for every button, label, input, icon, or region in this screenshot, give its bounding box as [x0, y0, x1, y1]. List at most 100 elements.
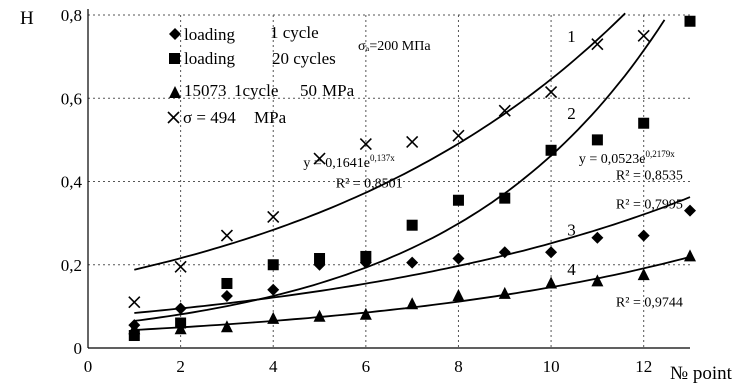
legend-item-3-label: 15073: [184, 81, 227, 100]
equation-exponent: 0,2179x: [645, 149, 675, 159]
data-point-square: [591, 134, 603, 146]
data-point-triangle: [545, 276, 558, 289]
legend-item-4-label: σ = 494: [183, 108, 236, 127]
data-point-square: [314, 253, 326, 265]
data-point-square: [128, 330, 140, 342]
equation-base: y = 0,0523e: [579, 152, 646, 167]
data-point-diamond: [637, 229, 650, 242]
curve-label: 2: [567, 104, 576, 123]
data-points: [128, 15, 696, 342]
x-tick-label: 4: [269, 357, 278, 376]
axes: 00,20,40,60,80 2 4 6 8 10 12: [61, 6, 690, 376]
annotation-r2: R² = 0,8535: [616, 168, 683, 183]
data-point-cross: [359, 137, 372, 151]
annotations: 1 2 3 4 y = 0,1641e0,137x R² = 0,8501 y = 0,05…: [303, 27, 683, 310]
data-point-diamond: [591, 231, 604, 244]
x-tick-label: 2: [176, 357, 185, 376]
legend-extra-label: σₐ=200 МПа: [358, 39, 431, 54]
legend-marker-square: [169, 53, 180, 64]
data-point-cross: [591, 38, 604, 51]
annotation-eq1: y = 0,1641e0,137x: [303, 153, 395, 171]
data-point-diamond: [684, 204, 696, 217]
annotation-r3: R² = 0,7995: [616, 198, 683, 213]
data-point-cross: [174, 260, 187, 273]
y-tick-label: 0,8: [61, 6, 82, 25]
legend-item-3-stress: 50: [300, 81, 317, 100]
data-point-square: [452, 194, 464, 206]
x-axis-label: № point: [670, 363, 733, 384]
trendline-2: [134, 19, 666, 322]
data-point-cross: [452, 129, 465, 142]
legend-marker-triangle: [169, 86, 181, 98]
data-point-cross: [267, 210, 280, 223]
data-point-square: [267, 259, 279, 271]
data-point-diamond: [174, 302, 187, 315]
legend-item-2-cycles: 20 cycles: [272, 49, 336, 68]
curve-label: 3: [567, 221, 576, 240]
data-point-triangle: [220, 320, 233, 333]
data-point-triangle: [128, 322, 141, 335]
y-tick-label: 0,4: [61, 173, 83, 192]
x-tick-label: 6: [362, 357, 371, 376]
legend-item-2-label: loading: [184, 49, 235, 68]
data-point-cross: [545, 85, 558, 99]
y-axis-label: H: [20, 8, 34, 29]
data-point-square: [638, 117, 650, 129]
y-tick-label: 0,2: [61, 256, 82, 275]
annotation-r1: R² = 0,8501: [336, 177, 403, 192]
data-point-cross: [406, 135, 419, 149]
data-point-diamond: [498, 246, 511, 259]
curve-label: 1: [567, 27, 576, 46]
legend: loading 1 cycle σₐ=200 МПа loading 20 cy…: [167, 23, 431, 127]
data-point-diamond: [545, 246, 558, 259]
data-point-cross: [498, 104, 511, 117]
curve-label: 4: [567, 260, 576, 279]
data-point-triangle: [359, 307, 372, 320]
data-point-diamond: [220, 289, 233, 302]
data-point-diamond: [267, 283, 280, 296]
y-tick-label: 0,6: [61, 89, 82, 108]
trendline-1: [134, 12, 626, 271]
trendline-3: [134, 196, 691, 314]
data-point-diamond: [406, 256, 419, 269]
data-point-triangle: [498, 286, 511, 299]
legend-marker-cross: [167, 111, 180, 124]
legend-marker-diamond: [169, 28, 181, 40]
equation-exponent: 0,137x: [370, 153, 395, 163]
data-point-triangle: [591, 274, 604, 287]
data-point-diamond: [313, 258, 326, 271]
x-tick-label: 12: [635, 357, 652, 376]
data-point-cross: [220, 229, 233, 242]
legend-item-3-cycle: 1cycle: [234, 81, 278, 100]
x-tick-label: 10: [543, 357, 560, 376]
legend-item-1-label: loading: [184, 25, 235, 44]
data-point-square: [360, 250, 372, 262]
equation-base: y = 0,1641e: [303, 156, 370, 171]
grid: [88, 14, 690, 348]
data-point-triangle: [406, 297, 419, 310]
data-point-triangle: [684, 249, 696, 262]
data-point-triangle: [267, 311, 280, 324]
data-point-square: [499, 192, 511, 204]
x-tick-label: 0: [84, 357, 93, 376]
data-point-square: [684, 15, 696, 27]
annotation-r4: R² = 0,9744: [616, 295, 683, 310]
data-point-square: [221, 277, 233, 289]
data-point-triangle: [452, 288, 465, 301]
legend-item-1-cycles: 1 cycle: [270, 23, 319, 42]
data-point-square: [545, 144, 557, 156]
legend-item-4-unit: MPa: [254, 108, 287, 127]
legend-item-3-unit: MPa: [322, 81, 355, 100]
data-point-cross: [313, 152, 326, 165]
data-point-cross: [128, 296, 141, 309]
data-point-cross: [637, 29, 650, 42]
data-point-diamond: [359, 256, 372, 269]
annotation-eq2: y = 0,0523e0,2179x: [579, 149, 675, 167]
x-tick-label: 8: [454, 357, 463, 376]
data-point-triangle: [313, 309, 326, 322]
data-point-triangle: [174, 322, 187, 335]
y-tick-label: 0: [74, 339, 83, 358]
data-point-diamond: [452, 252, 465, 265]
data-point-square: [406, 219, 418, 231]
